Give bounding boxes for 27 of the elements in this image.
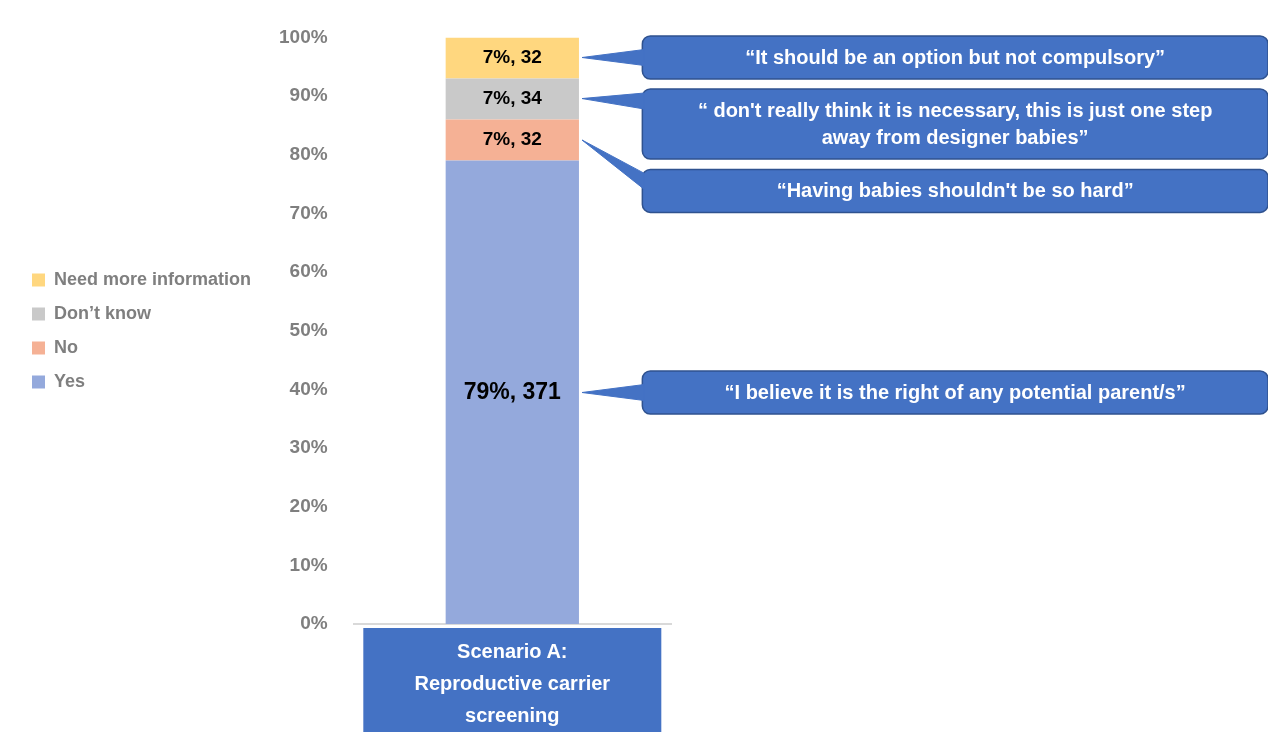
y-tick-label: 50% [289, 318, 328, 340]
y-tick-label: 80% [289, 142, 328, 164]
bar [445, 78, 579, 120]
y-tick-label: 100% [279, 25, 328, 47]
legend-label: Yes [54, 370, 86, 391]
y-tick-label: 90% [289, 84, 328, 106]
y-tick-label: 10% [289, 553, 328, 575]
y-tick-label: 30% [289, 436, 328, 458]
bar [445, 119, 579, 161]
y-tick-label: 20% [289, 494, 328, 516]
speech-callout: “It should be an option but not compulsory” [581, 34, 1268, 82]
y-tick-label: 0% [300, 612, 328, 634]
bar [445, 160, 579, 624]
legend-label: No [54, 336, 78, 357]
y-tick-label: 40% [289, 377, 328, 399]
legend-label: Need more information [54, 268, 252, 289]
data-label: 7%, 32 [482, 46, 542, 68]
data-label: 79%, 371 [463, 377, 562, 404]
data-label: 7%, 34 [482, 87, 543, 109]
bar [445, 37, 579, 79]
data-label: 7%, 32 [482, 128, 542, 150]
speech-callout: “ don't really think it is necessary, this is just one step away from designer babies” [581, 87, 1268, 162]
y-tick-label: 70% [289, 201, 328, 223]
y-tick-label: 60% [289, 260, 328, 282]
x-tick-label: Scenario A: Reproductive carrier screening [414, 639, 611, 726]
speech-callout: “I believe it is the right of any potential parent/s” [581, 368, 1268, 416]
legend-label: Don’t know [54, 302, 152, 323]
